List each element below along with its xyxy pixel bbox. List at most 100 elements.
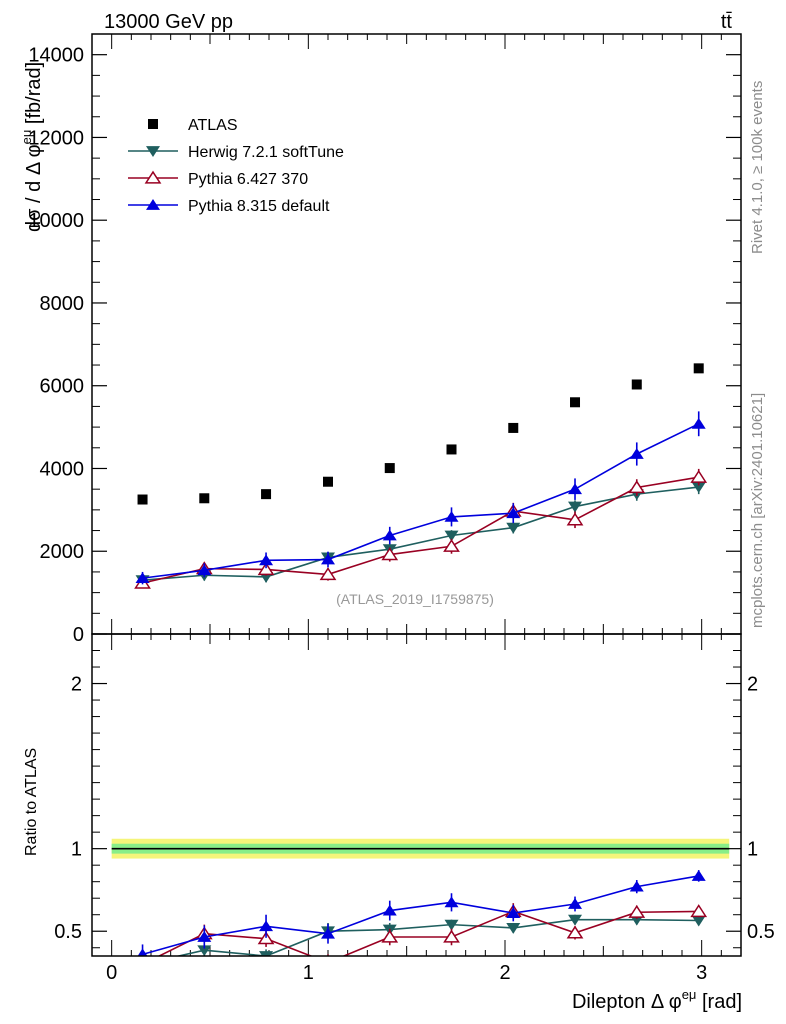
legend-marker <box>146 146 160 157</box>
legend-marker <box>148 119 158 129</box>
legend-label: Pythia 8.315 default <box>188 198 330 215</box>
ratio-data-point <box>691 915 706 927</box>
legend-item: ATLAS <box>148 117 238 134</box>
energy-label: 13000 GeV pp <box>104 11 233 33</box>
data-point <box>691 417 706 429</box>
ratio-data-point <box>444 896 459 908</box>
main-y-tick-label: 6000 <box>40 376 85 398</box>
data-point <box>319 567 337 581</box>
x-tick-label: 3 <box>696 962 707 984</box>
analysis-id: (ATLAS_2019_I1759875) <box>336 591 494 607</box>
ratio-data-point <box>506 923 521 934</box>
data-point <box>446 444 457 455</box>
ratio-y-tick-label-right: 2 <box>747 674 758 696</box>
ratio-data-point <box>136 959 150 970</box>
ratio-data-point <box>566 925 584 939</box>
data-point <box>443 538 460 552</box>
series-line <box>142 476 699 584</box>
ratio-data-point <box>381 929 399 943</box>
ratio-y-tick-label: 0.5 <box>54 921 82 943</box>
data-point <box>629 448 644 459</box>
ratio-uncertainty-band <box>111 838 730 859</box>
data-point <box>444 530 459 542</box>
ratio-data-point <box>628 904 646 918</box>
main-ylabel: dσ / d Δ φeμ [fb/rad] <box>19 62 45 232</box>
data-point <box>323 476 333 487</box>
ratio-data-point <box>690 904 708 918</box>
ratio-ylabel: Ratio to ATLAS <box>23 748 40 856</box>
ratio-data-point <box>257 931 275 945</box>
ratio-data-point <box>691 869 706 881</box>
ratio-data-point <box>197 945 212 956</box>
data-point <box>257 562 275 576</box>
ratio-series-line <box>157 910 699 956</box>
data-point <box>690 469 708 483</box>
ratio-y-tick-label-right: 1 <box>747 839 758 861</box>
mcplots-label: mcplots.cern.ch [arXiv:2401.10621] <box>749 393 766 628</box>
ratio-y-tick-label: 2 <box>71 674 82 696</box>
ratio-y-tick-label-right: 0.5 <box>747 921 775 943</box>
process-label: tt̄ <box>721 11 733 33</box>
legend-item: Herwig 7.2.1 softTune <box>128 144 344 161</box>
ratio-data-point <box>136 958 150 969</box>
ratio-series-pythia-8-315-default <box>137 869 706 956</box>
legend: ATLAS Herwig 7.2.1 softTune Pythia 6.427 3… <box>128 117 344 215</box>
ratio-data-point <box>568 898 583 909</box>
data-point <box>135 572 150 584</box>
data-point <box>381 547 399 561</box>
main-y-tick-label: 0 <box>73 624 84 646</box>
data-point <box>199 493 210 504</box>
main-y-tick-label: 4000 <box>40 458 85 480</box>
ratio-data-point <box>137 948 148 956</box>
main-y-tick-label: 12000 <box>28 127 84 149</box>
ratio-data-point <box>444 919 459 931</box>
legend-label: ATLAS <box>188 117 238 134</box>
legend-label: Pythia 6.427 370 <box>188 171 308 188</box>
data-point <box>631 379 642 390</box>
main-y-tick-label: 8000 <box>40 293 85 315</box>
series-line <box>142 486 699 582</box>
ratio-data-point <box>629 880 644 892</box>
data-point <box>506 507 521 519</box>
main-y-tick-label: 10000 <box>28 210 84 232</box>
x-tick-label: 2 <box>499 962 510 984</box>
legend-item: Pythia 8.315 default <box>128 198 330 215</box>
legend-marker <box>146 199 160 210</box>
series-pythia-6-427-370 <box>134 468 708 589</box>
ratio-data-point <box>327 955 329 956</box>
main-axis-ticks: 0 2000 4000 6000 8000 10000 12000 14000 <box>28 34 741 646</box>
x-tick-label: 0 <box>106 962 117 984</box>
data-point <box>382 529 397 541</box>
main-y-tick-label: 14000 <box>28 45 84 67</box>
ratio-frame <box>91 633 742 957</box>
data-point <box>137 494 148 505</box>
legend-item: Pythia 6.427 370 <box>128 170 308 188</box>
ratio-y-tick-label: 1 <box>71 839 82 861</box>
data-point <box>568 501 583 513</box>
x-tick-label: 1 <box>303 962 314 984</box>
main-y-tick-label: 2000 <box>40 541 85 563</box>
data-point <box>568 483 583 495</box>
legend-marker <box>144 170 162 184</box>
data-point <box>691 482 706 494</box>
ratio-axis-ticks: 0.5 0.5 1 1 2 2 0 1 2 3 <box>54 634 775 984</box>
ratio-series-pythia-6-427-370 <box>136 903 708 969</box>
data-point <box>506 522 521 534</box>
data-point <box>444 510 459 522</box>
data-point <box>259 554 274 566</box>
series-line <box>142 423 700 579</box>
data-point <box>261 489 272 500</box>
main-plot-area <box>134 363 708 589</box>
data-point <box>508 422 519 433</box>
ratio-data-point <box>197 931 212 942</box>
ratio-data-point <box>443 929 460 943</box>
data-point <box>570 397 581 408</box>
x-axis-label: Dilepton Δ φeμ [rad] <box>572 987 742 1013</box>
data-point <box>384 463 395 474</box>
ratio-data-point <box>321 927 335 939</box>
data-point <box>321 553 335 565</box>
series-pythia-8-315-default <box>135 411 706 585</box>
legend-label: Herwig 7.2.1 softTune <box>188 144 344 161</box>
rivet-label: Rivet 4.1.0, ≥ 100k events <box>749 81 766 254</box>
